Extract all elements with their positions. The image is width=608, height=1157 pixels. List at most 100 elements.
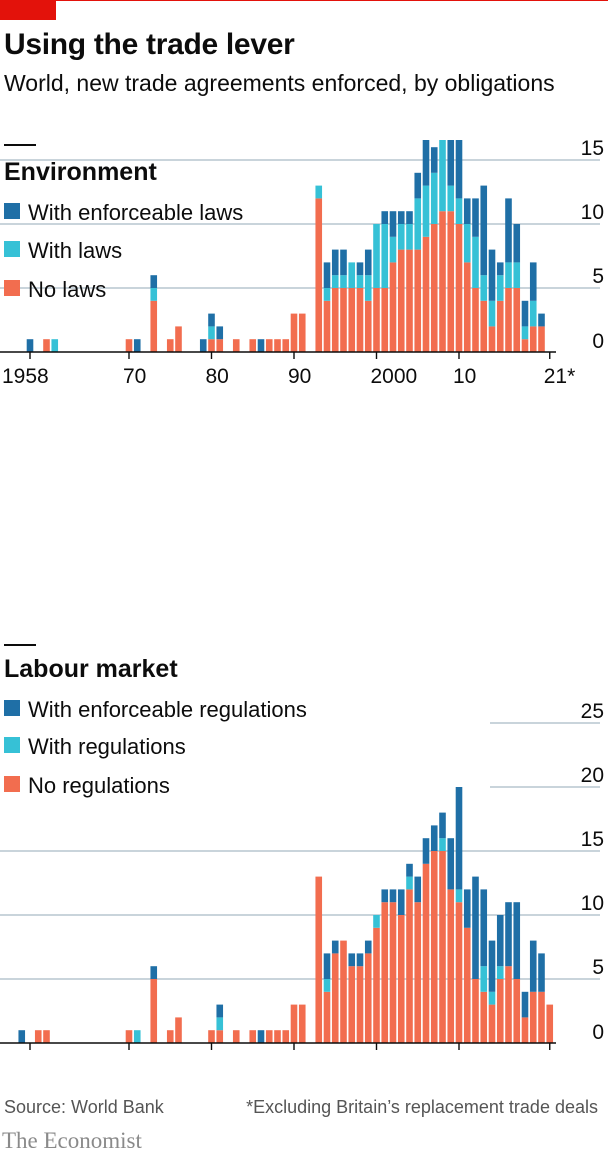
bar-2004-no-regulations: [406, 889, 413, 1043]
bar-2007-no-regulations: [430, 851, 438, 1043]
y-tick-label-0: 0: [592, 1021, 604, 1044]
bar-2016-with-enforceable-laws: [505, 198, 512, 263]
x-tick-label-1970: 70: [123, 365, 146, 388]
bar-1989-no-regulations: [282, 1030, 290, 1043]
bar-2014-with-laws: [488, 300, 496, 327]
bar-1991-no-laws: [298, 313, 306, 352]
bar-1981-with-regulations: [216, 1017, 224, 1031]
bar-2020-no-laws: [538, 326, 545, 352]
bar-2010-with-enforceable-regulations: [455, 787, 463, 890]
bar-2006-no-regulations: [422, 863, 430, 1043]
top-rule: [0, 0, 608, 1]
bar-2020-with-enforceable-laws: [538, 313, 545, 327]
bar-2017-with-enforceable-regulations: [513, 902, 521, 979]
y-tick-label-5: 5: [592, 265, 604, 288]
panel-title-rule: [4, 644, 36, 646]
bar-2019-with-enforceable-regulations: [529, 940, 537, 992]
bar-1998-with-enforceable-regulations: [356, 953, 364, 967]
bar-2000-with-regulations: [373, 915, 380, 928]
bar-2015-with-enforceable-laws: [496, 262, 504, 276]
bar-2002-with-enforceable-regulations: [389, 889, 397, 903]
bar-1999-no-laws: [364, 300, 372, 352]
bar-1987-no-regulations: [265, 1030, 273, 1043]
legend-label-2: No regulations: [28, 773, 170, 798]
bar-2014-with-enforceable-laws: [488, 249, 496, 301]
bar-2016-with-enforceable-regulations: [505, 902, 512, 967]
legend-swatch-1: [4, 241, 20, 257]
bar-1980-with-laws: [208, 326, 215, 340]
bar-2006-no-laws: [422, 236, 430, 352]
bar-1999-no-regulations: [364, 953, 372, 1043]
bar-1995-with-enforceable-laws: [331, 249, 339, 276]
panel-title-environment: Environment: [4, 158, 157, 186]
bar-1998-no-regulations: [356, 966, 364, 1043]
bar-2015-no-regulations: [496, 979, 504, 1043]
bar-1996-no-regulations: [340, 940, 347, 1043]
bar-2018-with-laws: [521, 326, 529, 340]
bar-1986-with-enforceable-laws: [257, 339, 265, 352]
legend-swatch-2: [4, 280, 20, 296]
bar-1988-no-laws: [274, 339, 281, 352]
bar-2013-with-regulations: [480, 966, 488, 992]
bar-1958-with-enforceable-laws: [26, 339, 34, 352]
bar-2004-with-regulations: [406, 876, 413, 890]
bar-2006-with-enforceable-regulations: [422, 838, 430, 864]
bar-2004-with-laws: [406, 224, 413, 250]
bar-2013-with-laws: [480, 275, 488, 301]
bar-1961-with-laws: [51, 339, 59, 352]
bar-1993-no-regulations: [315, 876, 323, 1043]
bar-1988-no-regulations: [274, 1030, 281, 1043]
bar-1983-no-regulations: [232, 1030, 240, 1043]
bar-1980-with-enforceable-laws: [208, 313, 215, 327]
bar-1976-no-regulations: [175, 1017, 182, 1043]
legend-label-2: No laws: [28, 277, 106, 302]
bar-1989-no-laws: [282, 339, 290, 352]
y-tick-label-15: 15: [581, 140, 604, 160]
bar-1996-no-laws: [340, 288, 347, 352]
bar-2018-no-laws: [521, 339, 529, 352]
bar-1986-with-enforceable-regulations: [257, 1030, 265, 1043]
bar-2019-no-regulations: [529, 991, 537, 1043]
bar-2000-no-regulations: [373, 927, 380, 1043]
bar-1980-no-regulations: [208, 1030, 215, 1043]
bar-2002-with-laws: [389, 236, 397, 263]
bar-2001-with-laws: [381, 224, 389, 288]
bar-1991-no-regulations: [298, 1004, 306, 1043]
y-tick-label-25: 25: [581, 700, 604, 723]
bar-2001-no-laws: [381, 288, 389, 352]
bar-2004-with-enforceable-laws: [406, 211, 413, 224]
bar-1981-no-laws: [216, 339, 224, 352]
bar-1997-with-enforceable-regulations: [348, 953, 356, 967]
bar-2008-no-regulations: [439, 851, 446, 1043]
panel-title-labour: Labour market: [4, 655, 178, 683]
y-tick-label-10: 10: [581, 201, 604, 224]
bar-2015-no-laws: [496, 300, 504, 352]
bar-2014-no-regulations: [488, 1004, 496, 1043]
bar-2019-no-laws: [529, 326, 537, 352]
bar-1981-with-enforceable-laws: [216, 326, 224, 340]
bar-2015-with-laws: [496, 275, 504, 301]
bar-2001-no-regulations: [381, 902, 389, 1043]
bar-2017-with-enforceable-laws: [513, 224, 521, 263]
bar-2003-with-enforceable-regulations: [397, 889, 405, 915]
bar-1997-no-laws: [348, 288, 356, 352]
bar-1957-with-enforceable-regulations: [18, 1030, 26, 1043]
bar-2009-with-laws: [447, 185, 455, 212]
bar-1979-with-enforceable-laws: [199, 339, 207, 352]
y-tick-label-10: 10: [581, 892, 604, 915]
bar-1971-with-regulations: [133, 1030, 141, 1043]
bar-1987-no-laws: [265, 339, 273, 352]
bar-1973-with-enforceable-regulations: [150, 966, 158, 979]
bar-1994-with-enforceable-laws: [323, 262, 331, 288]
bar-2004-with-enforceable-regulations: [406, 863, 413, 877]
bar-1981-with-enforceable-regulations: [216, 1004, 224, 1018]
bar-2003-no-laws: [397, 249, 405, 352]
bar-2010-no-regulations: [455, 902, 463, 1043]
bar-2021-no-regulations: [546, 1004, 554, 1043]
y-tick-label-15: 15: [581, 828, 604, 851]
bar-1973-no-laws: [150, 300, 158, 352]
bar-2017-with-laws: [513, 262, 521, 288]
bar-2005-with-enforceable-regulations: [414, 876, 422, 903]
bar-2010-with-laws: [455, 198, 463, 224]
y-tick-label-5: 5: [592, 956, 604, 979]
